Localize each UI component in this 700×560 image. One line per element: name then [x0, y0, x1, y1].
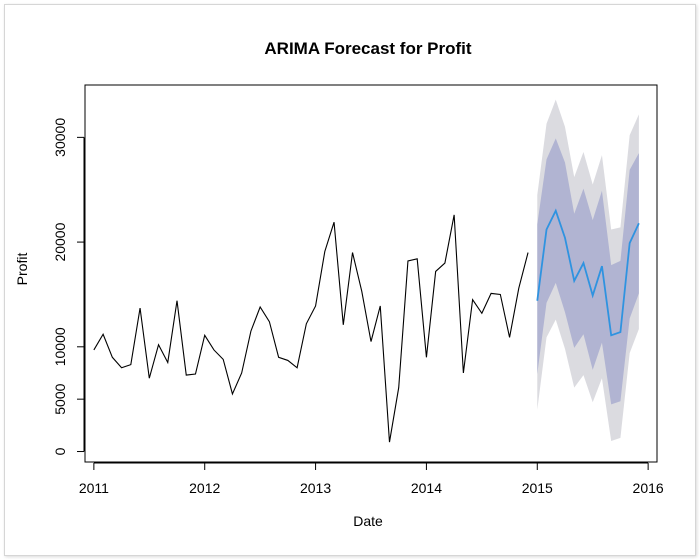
x-tick-label: 2011	[79, 480, 109, 496]
series-lines	[93, 208, 640, 443]
y-axis: 0 5000 10000 20000 30000	[52, 118, 85, 455]
x-axis-label: Date	[353, 513, 383, 529]
y-tick-label: 5000	[52, 383, 68, 414]
forecast-intervals	[537, 99, 639, 442]
x-tick-label: 2015	[522, 480, 553, 496]
x-tick-label: 2014	[411, 480, 442, 496]
forecast-line	[536, 208, 640, 337]
y-tick-label: 10000	[52, 327, 68, 366]
interval-80-band	[537, 138, 639, 405]
x-tick-label: 2013	[300, 480, 331, 496]
x-tick-label: 2012	[189, 480, 220, 496]
x-axis: 2011 2012 2013 2014 2015 2016	[79, 462, 664, 496]
y-tick-label: 30000	[52, 118, 68, 157]
y-axis-label: Profit	[14, 253, 30, 286]
y-tick-label: 0	[52, 447, 68, 455]
chart-title: ARIMA Forecast for Profit	[264, 39, 472, 58]
y-tick-label: 20000	[52, 222, 68, 261]
x-tick-label: 2016	[633, 480, 664, 496]
plot-area	[84, 84, 658, 463]
history-line	[93, 214, 529, 443]
